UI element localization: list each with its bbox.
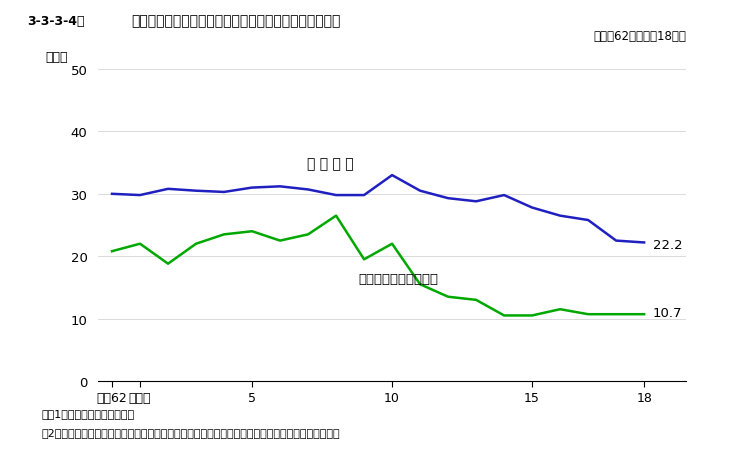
Text: 2「薬物犯罪者」とは，麻薬取締法，覚せい剤取締法及び毒劇法の各違反の罪を犯した者をいう。: 2「薬物犯罪者」とは，麻薬取締法，覚せい剤取締法及び毒劇法の各違反の罪を犯した者…: [41, 428, 340, 437]
Text: 22.2: 22.2: [652, 238, 682, 251]
Text: 注、1　保護統計年報による。: 注、1 保護統計年報による。: [41, 408, 135, 418]
Text: 10.7: 10.7: [652, 307, 682, 320]
Text: （％）: （％）: [45, 51, 68, 64]
Text: 3-3-3-4図: 3-3-3-4図: [27, 15, 84, 28]
Text: 保護観察新規受理人員に占める薬物犯罪者の比率の推移: 保護観察新規受理人員に占める薬物犯罪者の比率の推移: [131, 14, 340, 28]
Text: 仮 釈 放 者: 仮 釈 放 者: [307, 157, 354, 171]
Text: 保護観察付執行猫予者: 保護観察付執行猫予者: [358, 272, 439, 285]
Text: （昭和62年～平成18年）: （昭和62年～平成18年）: [593, 30, 686, 43]
